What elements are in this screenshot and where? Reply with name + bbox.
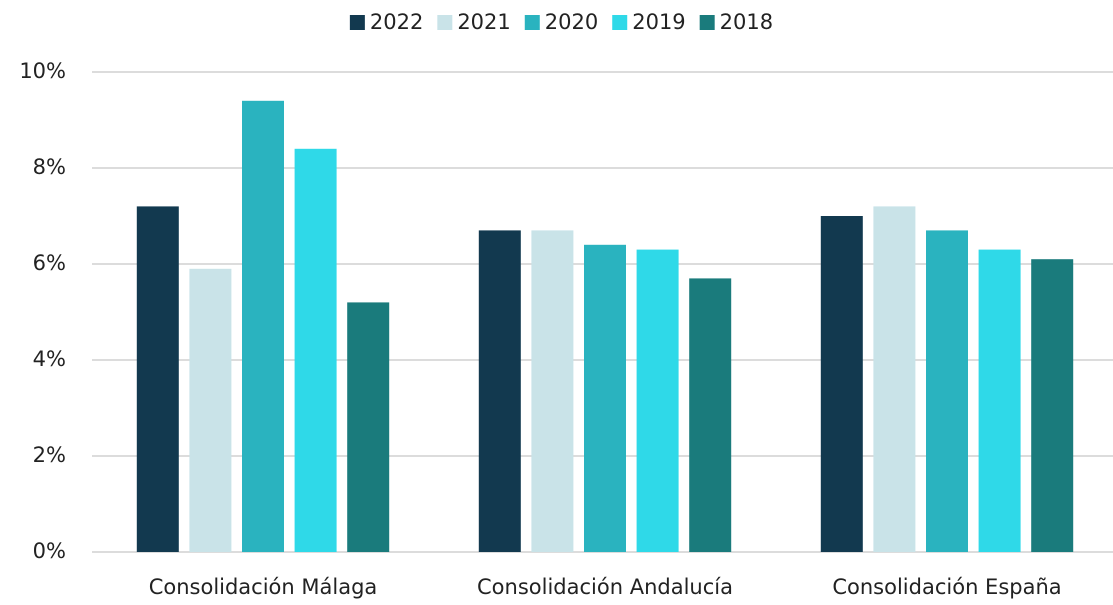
legend-label: 2022	[370, 10, 423, 34]
y-tick-label: 6%	[33, 251, 66, 275]
legend-swatch	[524, 15, 540, 30]
x-tick-label: Consolidación Málaga	[149, 575, 378, 599]
bar	[136, 206, 179, 552]
bar	[584, 244, 626, 553]
legend-label: 2019	[632, 10, 685, 34]
bar	[873, 206, 916, 552]
bar	[189, 268, 232, 552]
bar	[242, 100, 284, 553]
y-tick-label: 2%	[33, 443, 66, 467]
bar	[820, 216, 863, 552]
y-tick-label: 8%	[33, 155, 66, 179]
legend-label: 2020	[545, 10, 598, 34]
legend-label: 2018	[720, 10, 773, 34]
x-tick-label: Consolidación Andalucía	[477, 575, 733, 599]
bar	[636, 249, 679, 552]
bar	[531, 230, 574, 552]
bar	[294, 148, 337, 553]
bar	[978, 249, 1021, 552]
y-tick-label: 4%	[33, 347, 66, 371]
legend-label: 2021	[457, 10, 510, 34]
bar	[478, 230, 521, 552]
legend-swatch	[612, 15, 628, 30]
y-tick-label: 10%	[19, 59, 66, 83]
bar	[1031, 259, 1074, 552]
legend-swatch	[699, 15, 715, 30]
legend-swatch	[437, 15, 453, 30]
bar	[926, 230, 968, 552]
y-tick-label: 0%	[33, 539, 66, 563]
bar	[347, 302, 390, 552]
x-tick-label: Consolidación España	[832, 575, 1061, 599]
bar	[689, 278, 732, 552]
legend-swatch	[349, 15, 365, 30]
